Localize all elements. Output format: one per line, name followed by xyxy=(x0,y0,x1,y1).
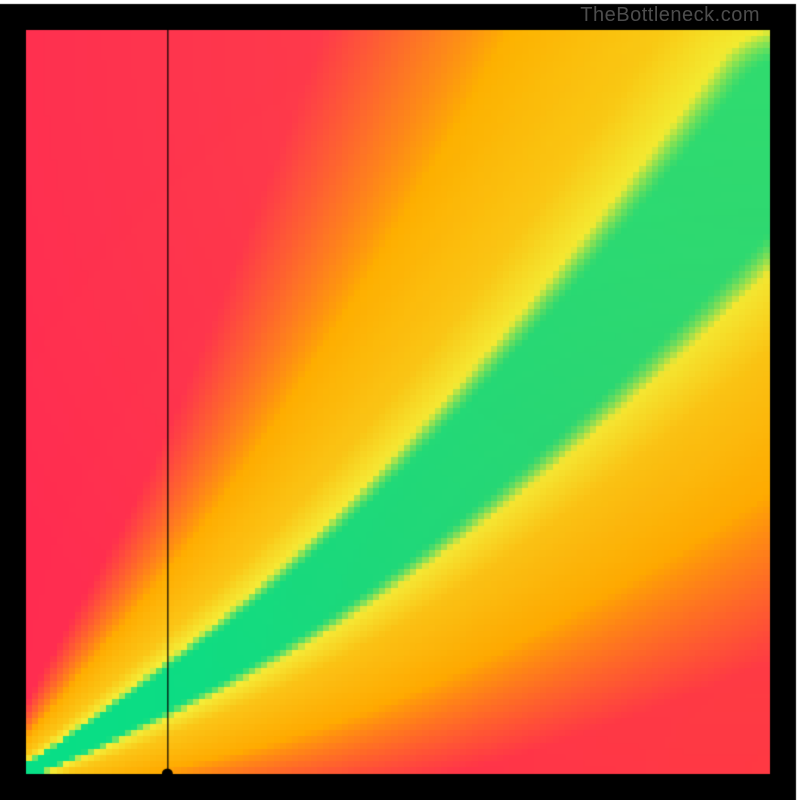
chart-container: TheBottleneck.com xyxy=(0,0,800,800)
bottleneck-heatmap xyxy=(0,0,800,800)
watermark-text: TheBottleneck.com xyxy=(580,4,760,27)
